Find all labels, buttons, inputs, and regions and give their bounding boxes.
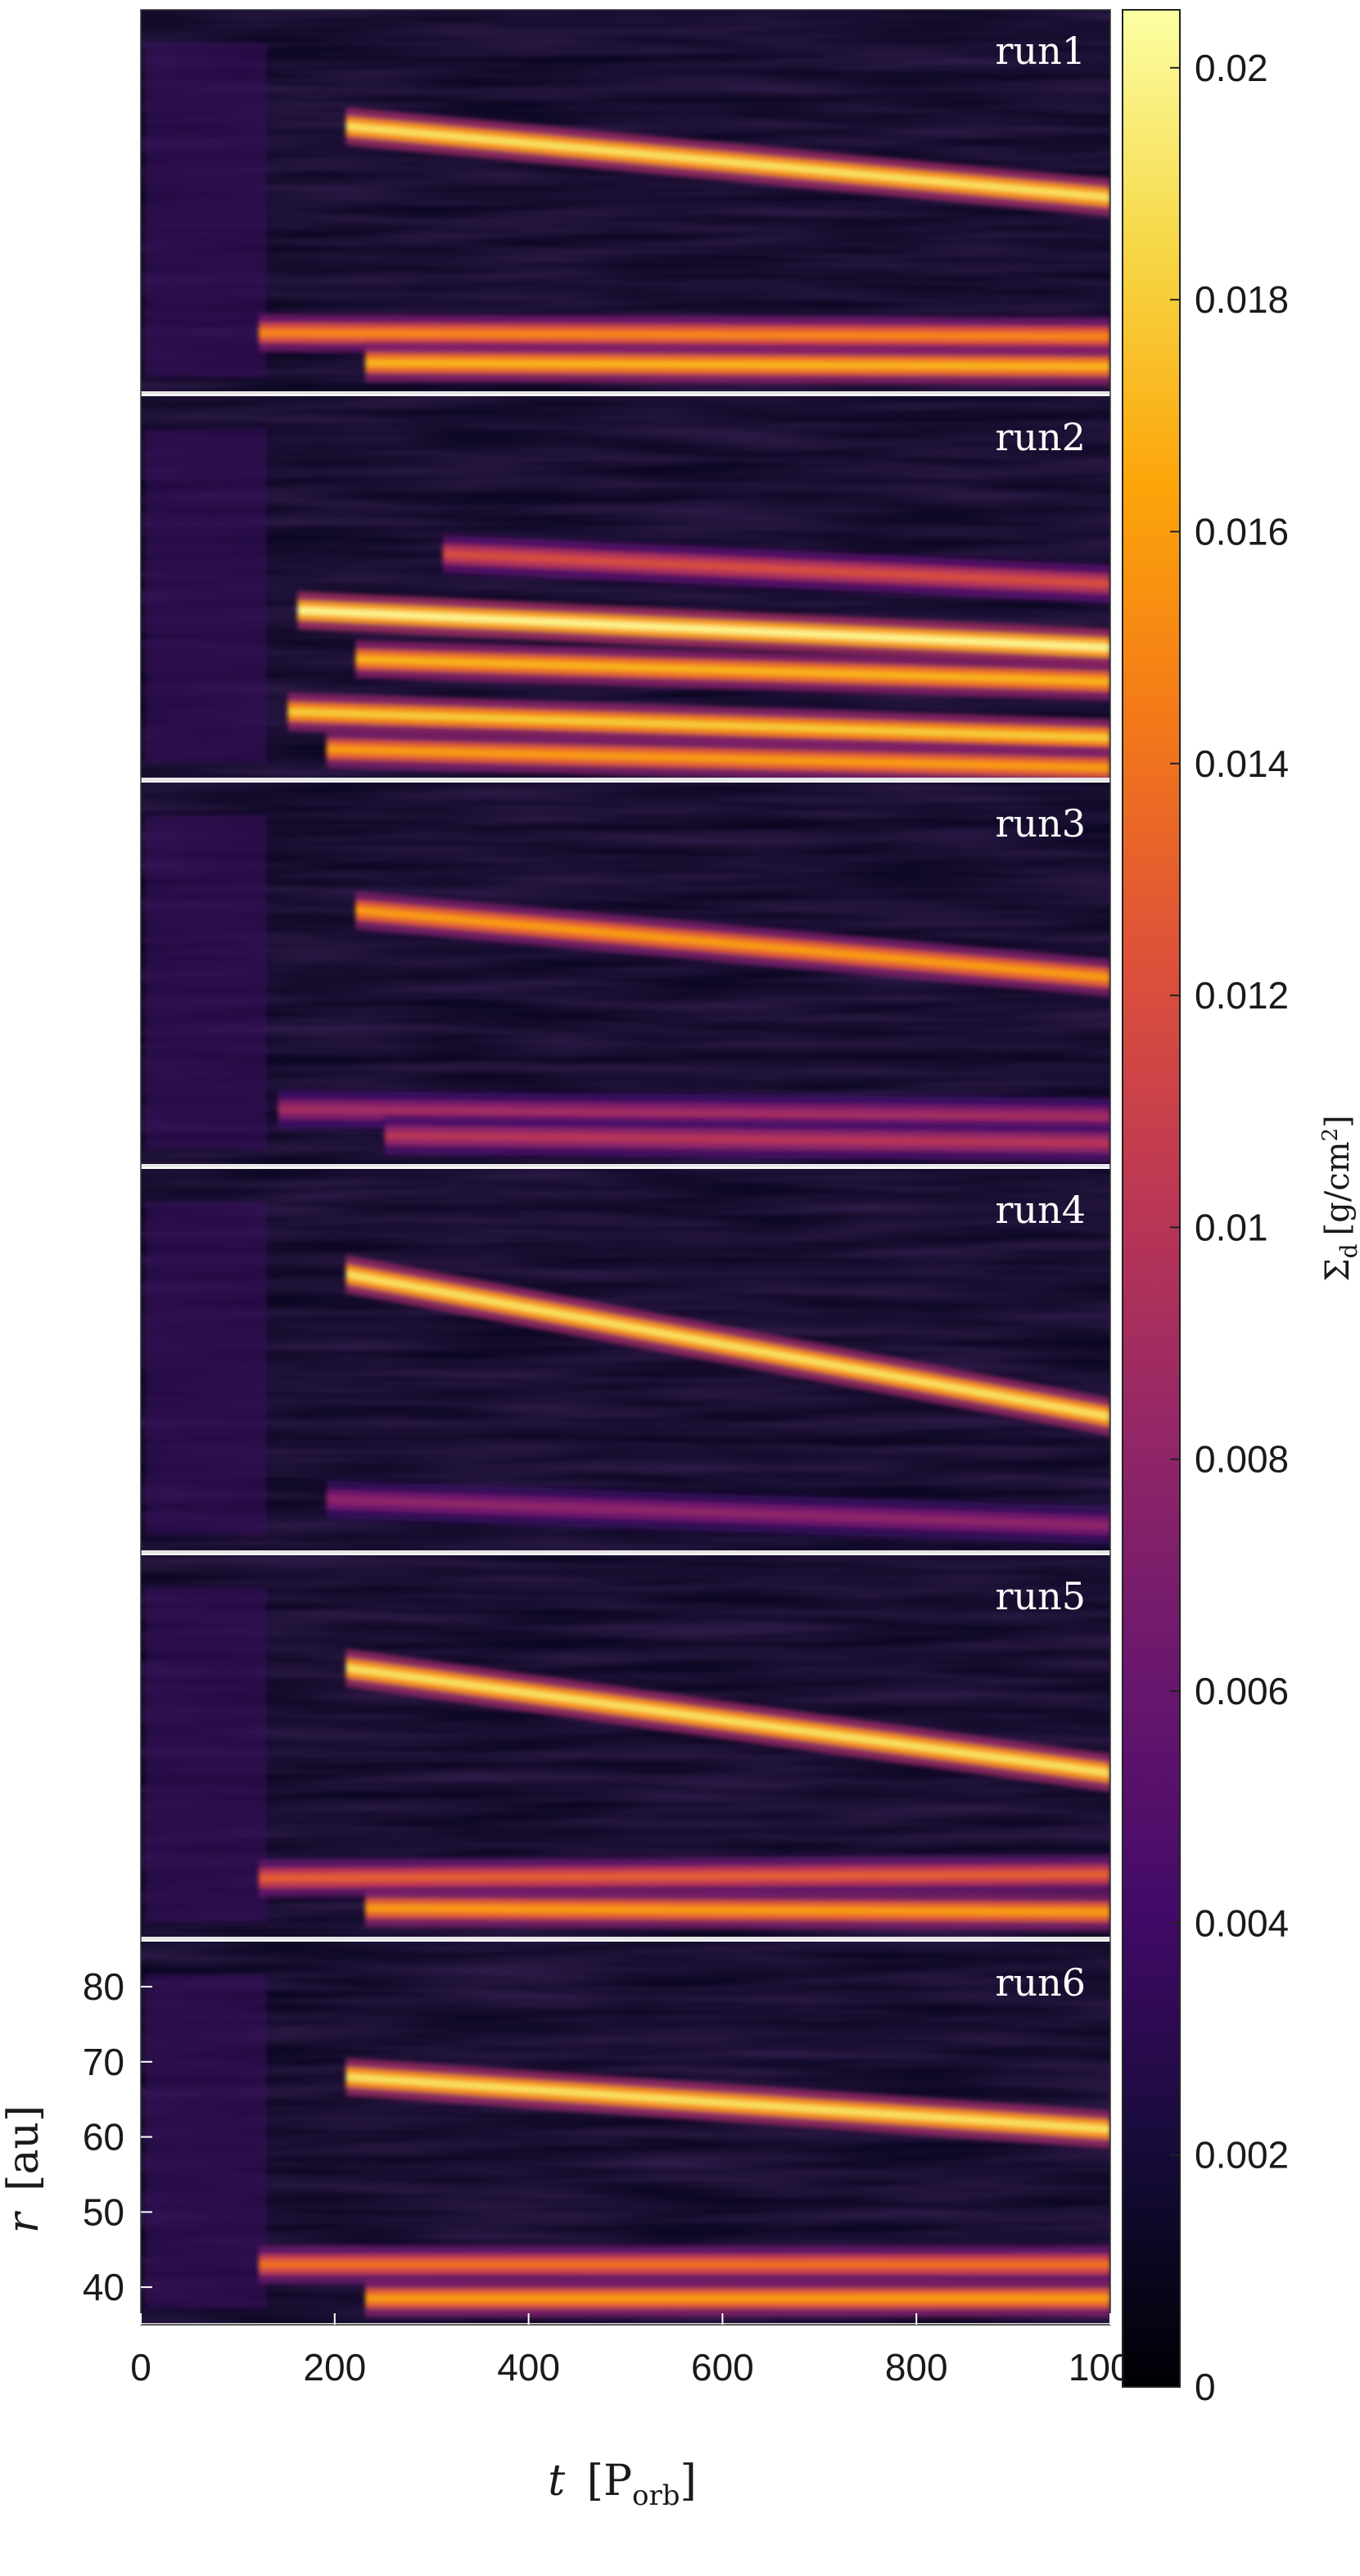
panel-label: run3 — [995, 801, 1086, 846]
colorbar-tick-label: 0.02 — [1195, 47, 1268, 89]
colorbar-gradient — [1122, 9, 1181, 2388]
colorbar-tick-label: 0.006 — [1195, 1670, 1289, 1712]
early-glow — [145, 1202, 267, 1536]
colorbar-tick-label: 0.01 — [1195, 1206, 1268, 1248]
y-tick-label: 70 — [83, 2041, 124, 2083]
ring-band — [258, 1856, 1110, 1897]
ring-band — [297, 591, 1110, 667]
panel-run5: run5 — [141, 1555, 1110, 1940]
ring-band — [365, 1889, 1110, 1931]
y-axis: 40 50 60 70 80 — [83, 1965, 152, 2308]
colorbar-tick-label: 0.018 — [1195, 278, 1289, 321]
ring-band — [326, 730, 1110, 779]
y-tick-label: 40 — [83, 2266, 124, 2308]
panel-label: run2 — [995, 415, 1086, 459]
colorbar-tick-label: 0.014 — [1195, 742, 1289, 785]
panel-run3: run3 — [141, 783, 1110, 1167]
early-glow — [145, 1588, 267, 1922]
y-tick-label: 80 — [83, 1965, 124, 2008]
panel-run1: run1 — [141, 10, 1110, 395]
colorbar: 0 0.002 0.004 0.006 0.008 0.01 0.012 0.014 0.016… — [1122, 9, 1360, 2408]
ring-band — [365, 344, 1110, 386]
ring-band — [346, 1649, 1110, 1793]
panel-label: run4 — [995, 1188, 1086, 1232]
ring-band — [355, 891, 1110, 997]
x-tick-label: 0 — [130, 2346, 151, 2389]
ring-band — [326, 1480, 1110, 1545]
colorbar-tick-label: 0.002 — [1195, 2134, 1289, 2177]
heatmap-panels: run1 run2 run3 run4 run5 run6 — [140, 9, 1111, 2326]
colorbar-tick-label: 0.008 — [1195, 1438, 1289, 1481]
x-tick-label: 800 — [885, 2346, 948, 2389]
y-tick-label: 60 — [83, 2116, 124, 2159]
ring-band — [346, 2058, 1110, 2149]
colorbar-tick-label: 0.004 — [1195, 1902, 1289, 1944]
colorbar-tick-label: 0 — [1195, 2366, 1216, 2408]
early-glow — [145, 1974, 267, 2308]
panel-label: run5 — [995, 1574, 1086, 1618]
early-glow — [145, 43, 267, 377]
panel-label: run1 — [995, 29, 1086, 73]
y-tick-label: 50 — [83, 2190, 124, 2233]
panel-run6: run6 — [141, 1942, 1110, 2326]
panel-texture — [141, 1169, 1110, 1552]
x-tick-label: 400 — [497, 2346, 560, 2389]
panel-run2: run2 — [141, 396, 1110, 781]
x-axis: 0 200 400 600 800 1000 — [130, 2313, 1152, 2389]
colorbar-tick-label: 0.012 — [1195, 974, 1289, 1017]
x-axis-title: t [Porb] — [548, 2456, 697, 2512]
panel-label: run6 — [995, 1960, 1086, 2005]
ring-band — [384, 1117, 1110, 1162]
ring-band — [442, 535, 1110, 603]
ring-band — [355, 640, 1110, 701]
x-tick-label: 600 — [691, 2346, 754, 2389]
ring-band — [346, 1255, 1110, 1436]
ring-band — [365, 2279, 1110, 2317]
colorbar-title: Σd[g/cm2] — [1318, 1115, 1360, 1281]
ring-band — [346, 107, 1110, 217]
colorbar-tick-label: 0.016 — [1195, 510, 1289, 553]
panel-run4: run4 — [141, 1169, 1110, 1554]
y-axis-title: r [au] — [0, 2105, 48, 2233]
plot-frame — [140, 9, 1111, 2326]
colorbar-ticks: 0 0.002 0.004 0.006 0.008 0.01 0.012 0.014 0.016… — [1170, 47, 1289, 2408]
early-glow — [145, 429, 267, 763]
ring-band — [287, 692, 1110, 757]
x-tick-label: 200 — [303, 2346, 366, 2389]
ring-band — [258, 2245, 1110, 2284]
early-glow — [145, 815, 267, 1149]
